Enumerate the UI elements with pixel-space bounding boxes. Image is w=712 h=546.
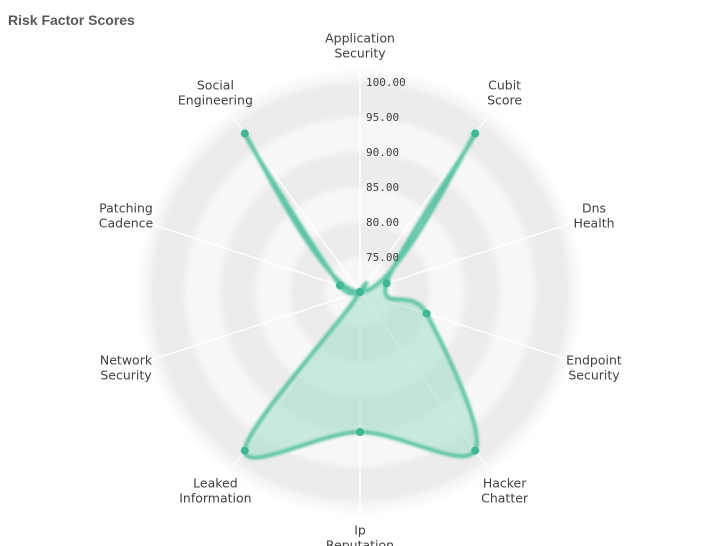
tick-label: 90.00 bbox=[366, 146, 399, 159]
radial-tick-labels: 75.00 80.00 85.00 90.00 95.00 100.00 bbox=[366, 76, 406, 264]
axis-label: Application Security bbox=[325, 31, 395, 61]
chart-title: Risk Factor Scores bbox=[8, 12, 135, 28]
axis-label-line: Hacker bbox=[483, 476, 527, 491]
axis-label-line: Leaked bbox=[193, 476, 238, 491]
axis-label: Leaked Information bbox=[179, 476, 251, 506]
axis-label: Hacker Chatter bbox=[481, 476, 529, 506]
axis-label-line: Application bbox=[325, 31, 395, 46]
data-point bbox=[422, 309, 431, 318]
axis-label-line: Chatter bbox=[481, 491, 529, 506]
series-line bbox=[242, 131, 479, 460]
axis-label-line: Ip bbox=[354, 523, 366, 538]
data-point bbox=[356, 428, 364, 436]
axis-label-line: Security bbox=[568, 368, 620, 383]
data-point bbox=[471, 446, 480, 455]
axis-spoke bbox=[150, 291, 361, 361]
axis-spoke bbox=[150, 223, 361, 293]
axis-label-line: Engineering bbox=[178, 93, 253, 108]
axis-label: Network Security bbox=[100, 353, 153, 383]
data-point bbox=[240, 446, 249, 455]
data-point bbox=[471, 129, 480, 138]
axis-label-line: Information bbox=[179, 491, 251, 506]
axis-label: Social Engineering bbox=[178, 78, 253, 108]
axis-label: Endpoint Security bbox=[566, 353, 622, 383]
axis-label-line: Social bbox=[197, 78, 234, 93]
axis-label-line: Security bbox=[100, 368, 152, 383]
axis-label-line: Cadence bbox=[99, 216, 154, 231]
axis-label: Cubit Score bbox=[487, 78, 522, 108]
axis-label-line: Cubit bbox=[488, 78, 521, 93]
axis-label: Dns Health bbox=[573, 201, 614, 231]
tick-label: 85.00 bbox=[366, 181, 399, 194]
data-point bbox=[382, 279, 391, 288]
axis-label-line: Network bbox=[100, 353, 153, 368]
tick-label: 95.00 bbox=[366, 111, 399, 124]
axis-label: Patching Cadence bbox=[99, 201, 154, 231]
tick-label: 75.00 bbox=[366, 251, 399, 264]
axis-label: Ip Reputation bbox=[326, 523, 394, 546]
axis-spoke bbox=[359, 223, 570, 293]
axis-label-line: Dns bbox=[582, 201, 606, 216]
tick-label: 100.00 bbox=[366, 76, 406, 89]
data-point bbox=[356, 288, 364, 296]
axis-label-line: Endpoint bbox=[566, 353, 622, 368]
axis-label-line: Reputation bbox=[326, 538, 394, 546]
axis-label-line: Health bbox=[573, 216, 614, 231]
data-points bbox=[240, 129, 480, 455]
data-point bbox=[336, 281, 344, 290]
axis-label-line: Score bbox=[487, 93, 522, 108]
axis-label-line: Patching bbox=[99, 201, 153, 216]
tick-label: 80.00 bbox=[366, 216, 399, 229]
data-point bbox=[240, 129, 249, 138]
axis-label-line: Security bbox=[334, 46, 386, 61]
